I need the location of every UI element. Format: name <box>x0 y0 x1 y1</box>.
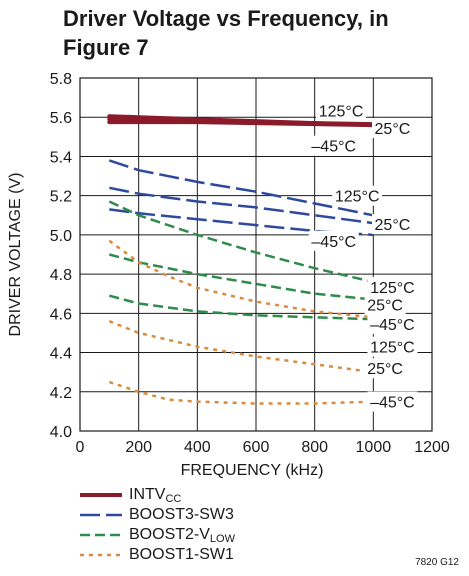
x-tick-label: 600 <box>243 439 270 456</box>
legend-label-boost1-sw1: BOOST1-SW1 <box>129 546 234 563</box>
series-line-boost2-vlow-7 <box>108 253 374 301</box>
annotation-label: 125°C <box>370 280 415 297</box>
annotation-bg <box>308 230 359 251</box>
y-axis-label: DRIVER VOLTAGE (V) <box>7 173 24 337</box>
legend-swatch-boost1-sw1 <box>80 553 122 557</box>
y-tick-label: 4.8 <box>50 267 72 284</box>
annotation-label: 25°C <box>375 121 411 138</box>
y-tick-label: 4.2 <box>50 385 72 402</box>
annotation-bg <box>308 135 359 156</box>
annotation-bg <box>364 294 406 315</box>
y-tick-label: 4.0 <box>50 424 72 441</box>
annotation-label: 25°C <box>375 217 411 234</box>
annotation-bg <box>372 214 413 235</box>
figure-code: 7820 G12 <box>415 557 459 568</box>
y-tick-label: 4.4 <box>50 346 72 363</box>
chart-title-line-2: Figure 7 <box>63 35 149 60</box>
annotation-label: 25°C <box>367 298 403 315</box>
annotation-bg <box>367 314 418 335</box>
series-line-boost1-sw1-9 <box>108 239 374 319</box>
chart-title: Driver Voltage vs Frequency, in Figure 7 <box>63 4 463 62</box>
legend-label-boost2-vlow: BOOST2-VLOW <box>129 526 235 545</box>
annotation-label: –45°C <box>370 395 415 412</box>
x-tick-label: 1000 <box>356 439 392 456</box>
x-tick-label: 400 <box>184 439 211 456</box>
y-tick-label: 5.8 <box>50 71 72 88</box>
series-line-boost2-vlow-8 <box>108 294 374 321</box>
series-line-boost3-sw3-3 <box>108 159 374 217</box>
x-tick-label: 200 <box>125 439 152 456</box>
y-tick-label: 5.2 <box>50 189 72 206</box>
annotation-label: 125°C <box>319 103 364 120</box>
annotation-bg <box>332 185 383 206</box>
y-tick-label: 5.6 <box>50 110 72 127</box>
legend-label-intvcc: INTVCC <box>129 486 182 505</box>
legend-swatch-intvcc <box>80 493 122 497</box>
annotation-bg <box>367 276 418 297</box>
annotation-label: –45°C <box>311 234 356 251</box>
annotation-label: 125°C <box>335 189 380 206</box>
legend-swatch-boost2-vlow <box>80 533 122 537</box>
x-axis-label: FREQUENCY (kHz) <box>181 462 324 479</box>
annotation-label: 25°C <box>367 361 403 378</box>
annotation-bg <box>316 100 367 121</box>
annotation-bg <box>372 118 413 139</box>
annotation-bg <box>367 391 418 412</box>
annotation-label: –45°C <box>370 317 415 334</box>
series-line-intvcc-2 <box>107 120 376 128</box>
y-tick-label: 4.6 <box>50 306 72 323</box>
legend-swatch-boost3-sw3 <box>80 513 122 517</box>
annotation-label: 125°C <box>370 340 415 357</box>
y-tick-label: 5.0 <box>50 228 72 245</box>
y-tick-label: 5.4 <box>50 149 72 166</box>
x-tick-label: 800 <box>301 439 328 456</box>
series-line-boost1-sw1-11 <box>108 380 374 405</box>
annotation-bg <box>367 336 418 357</box>
plot-frame <box>79 77 433 432</box>
series-line-boost2-vlow-6 <box>108 200 374 284</box>
x-tick-label: 0 <box>76 439 85 456</box>
chart-title-line-1: Driver Voltage vs Frequency, in <box>63 6 389 31</box>
annotation-bg <box>364 358 406 379</box>
x-tick-label: 1200 <box>414 439 450 456</box>
annotation-label: –45°C <box>311 139 356 156</box>
series-line-boost3-sw3-4 <box>109 186 374 225</box>
legend-label-boost3-sw3: BOOST3-SW3 <box>129 506 234 523</box>
